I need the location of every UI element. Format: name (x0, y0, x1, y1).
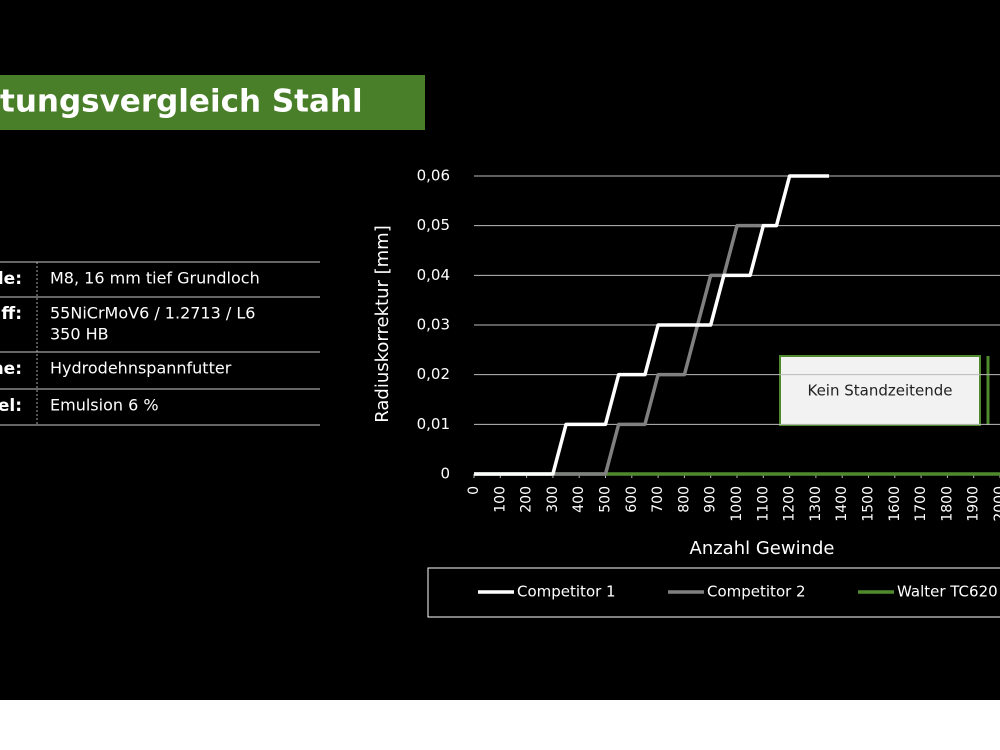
table-value: 55NiCrMoV6 / 1.2713 / L6 (50, 304, 255, 323)
series-line (474, 174, 830, 476)
x-tick-label: 1100 (755, 486, 771, 522)
y-tick-label: 0,06 (417, 167, 450, 185)
x-tick-label: 1400 (834, 486, 850, 522)
title: tungsvergleich Stahl (0, 84, 363, 120)
x-tick-label: 0 (466, 486, 482, 495)
y-axis-label: Radiuskorrektur [mm] (372, 225, 393, 422)
legend-box (427, 567, 1000, 618)
legend-label: Competitor 2 (707, 583, 806, 601)
legend-label: Competitor 1 (517, 583, 616, 601)
table-label: ne: (0, 359, 22, 379)
x-tick-label: 300 (545, 486, 561, 513)
x-tick-label: 500 (598, 486, 614, 513)
table-label: ff: (1, 304, 22, 324)
x-tick-label: 1800 (939, 486, 955, 522)
x-tick-label: 1500 (861, 486, 877, 522)
table-value: 350 HB (50, 325, 109, 344)
y-tick-label: 0,04 (417, 266, 450, 284)
annotation-box (779, 355, 981, 426)
x-tick-label: 1700 (913, 486, 929, 522)
y-tick-label: 0,01 (417, 415, 450, 433)
table-label: el: (0, 396, 22, 416)
table-label: de: (0, 269, 22, 289)
title-bar (0, 75, 425, 130)
y-tick-label: 0,05 (417, 216, 450, 234)
x-axis-label: Anzahl Gewinde (690, 538, 835, 559)
x-tick-label: 900 (703, 486, 719, 513)
table-value: Emulsion 6 % (50, 396, 159, 415)
series-line (474, 223, 764, 476)
y-tick-label: 0,02 (417, 365, 450, 383)
x-tick-label: 700 (650, 486, 666, 513)
x-tick-label: 400 (571, 486, 587, 513)
x-tick-label: 1000 (729, 486, 745, 522)
x-tick-label: 1200 (782, 486, 798, 522)
table-value: M8, 16 mm tief Grundloch (50, 269, 260, 288)
y-tick-label: 0,03 (417, 316, 450, 334)
x-tick-label: 1300 (808, 486, 824, 522)
x-tick-label: 200 (519, 486, 535, 513)
x-tick-label: 100 (492, 486, 508, 513)
legend-label: Walter TC620 (897, 583, 998, 601)
x-tick-label: 1600 (887, 486, 903, 522)
annotation: Kein Standzeitende (807, 382, 952, 400)
y-tick-label: 0 (440, 465, 450, 483)
x-tick-label: 800 (676, 486, 692, 513)
x-tick-label: 2000 (992, 486, 1000, 522)
table-value: Hydrodehnspannfutter (50, 359, 232, 378)
x-tick-label: 1900 (966, 486, 982, 522)
x-tick-label: 600 (624, 486, 640, 513)
